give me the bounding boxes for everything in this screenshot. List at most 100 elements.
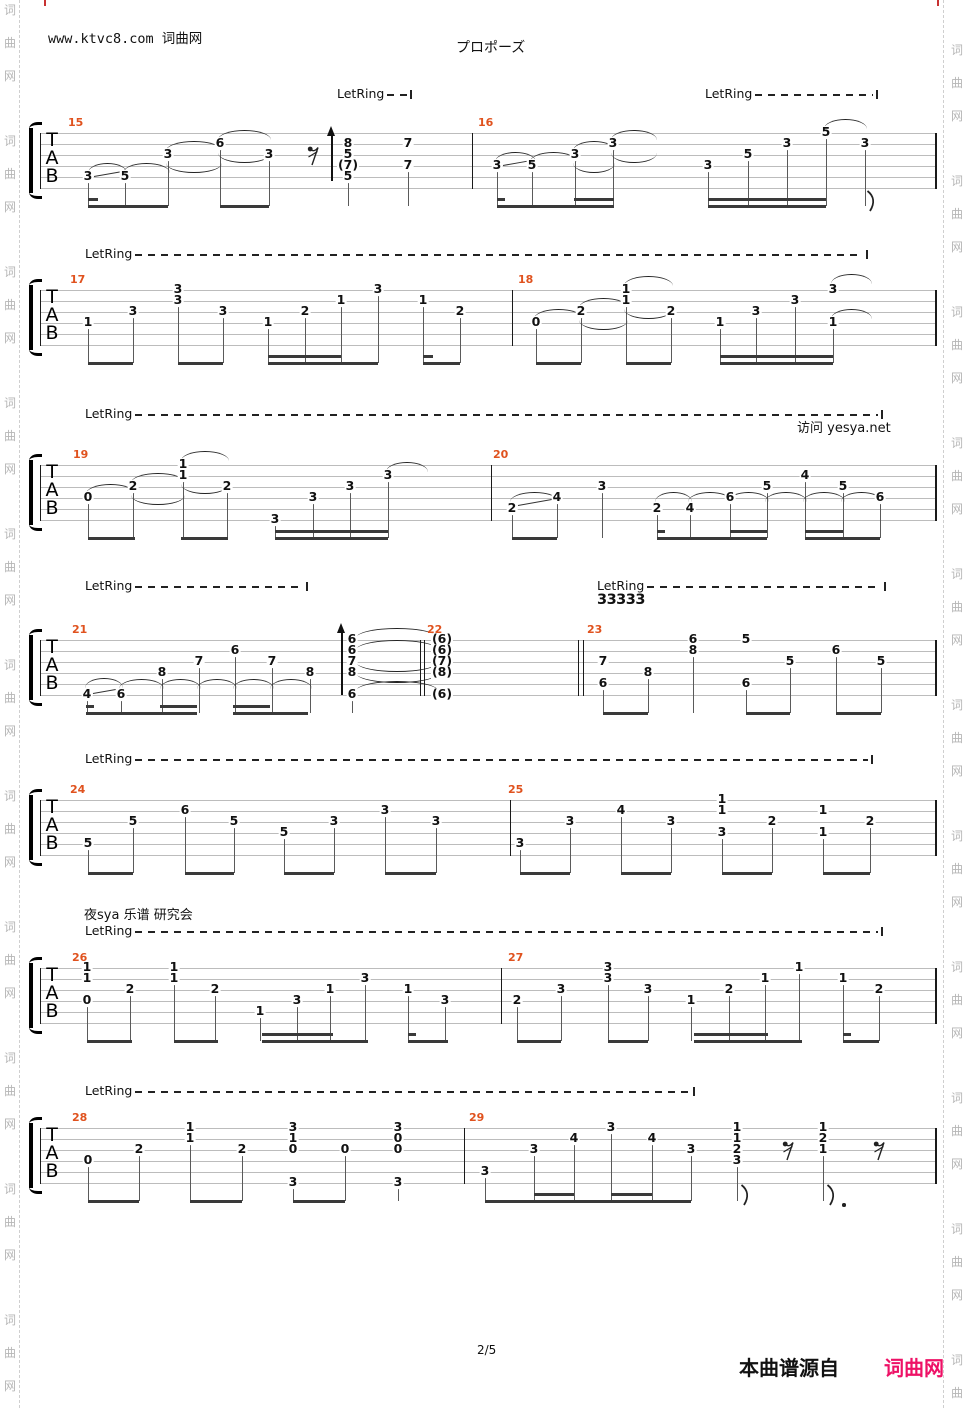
tab-note: 3 — [781, 135, 793, 151]
tab-note: 5 — [740, 631, 752, 647]
slur-arc — [495, 151, 536, 162]
tab-note: 5 — [784, 653, 796, 669]
tab-note: 3 — [514, 835, 526, 851]
watermark-char: 网 — [951, 502, 964, 516]
tab-note: (6) — [430, 631, 454, 647]
note-stem — [388, 482, 389, 538]
note-stem — [805, 482, 806, 538]
watermark-char: 词 — [951, 305, 964, 319]
note-stem — [408, 996, 409, 1041]
tab-clef-letter: T — [46, 796, 58, 818]
note-stem — [865, 150, 866, 206]
watermark-char: 曲 — [4, 1346, 17, 1360]
watermark-char: 曲 — [4, 36, 17, 50]
watermark-char: 曲 — [951, 600, 964, 614]
tab-note: 1 — [759, 970, 771, 986]
tab-clef-letter: A — [45, 479, 59, 501]
staff-line — [40, 1001, 935, 1002]
watermark-char: 词 — [951, 174, 964, 188]
note-stem — [269, 161, 270, 206]
beam — [87, 1040, 132, 1043]
staff-line — [40, 833, 935, 834]
beam — [190, 1200, 242, 1203]
tab-note: 3 — [602, 959, 614, 975]
note-stem — [557, 504, 558, 538]
beam — [657, 530, 665, 533]
note-stem — [795, 307, 796, 363]
watermark-char: 曲 — [951, 469, 964, 483]
slur-arc — [624, 309, 673, 319]
letring-tick — [866, 250, 868, 259]
tab-clef-letter: B — [45, 832, 59, 854]
slur-arc — [611, 153, 657, 163]
slur-arc — [356, 680, 438, 691]
watermark-char: 曲 — [951, 993, 964, 1007]
staff-line — [40, 979, 935, 980]
tab-note: 3 — [287, 1119, 299, 1135]
note-stem — [602, 493, 603, 538]
letring-dash — [135, 586, 304, 588]
beam — [843, 1040, 879, 1043]
note-flag-icon — [826, 1184, 837, 1211]
beam — [262, 1040, 368, 1043]
letring-mark: LetRing — [85, 580, 308, 593]
watermark-char: 曲 — [4, 1084, 17, 1098]
note-stem — [843, 493, 844, 538]
note-stem — [772, 828, 773, 873]
tab-note: 6 — [115, 686, 127, 702]
watermark-char: 网 — [951, 1288, 964, 1302]
staff-line — [40, 673, 935, 674]
note-stem — [823, 1156, 824, 1201]
tab-note: 3 — [859, 135, 871, 151]
staff-line — [40, 695, 935, 696]
note-stem — [574, 1145, 575, 1201]
tab-note: 1 — [177, 467, 189, 483]
tab-note: 1 — [177, 456, 189, 472]
tab-note: 3 — [750, 303, 762, 319]
watermark-char: 曲 — [4, 1215, 17, 1229]
slur-arc — [86, 483, 135, 494]
slur-arc — [85, 678, 123, 688]
watermark-char: 网 — [951, 764, 964, 778]
tab-note: 5 — [742, 146, 754, 162]
note-stem — [133, 828, 134, 873]
tab-note: 5 — [342, 146, 354, 162]
letring-tick — [876, 90, 878, 99]
note-stem — [185, 817, 186, 873]
tab-note: 1 — [716, 791, 728, 807]
tab-clef-letter: T — [46, 461, 58, 483]
beam — [88, 1200, 139, 1203]
note-stem — [174, 985, 175, 1041]
note-stem — [220, 150, 221, 206]
beam — [608, 1040, 648, 1043]
barline — [464, 1128, 465, 1184]
tab-note: 7 — [193, 653, 205, 669]
tab-note: 6 — [346, 642, 358, 658]
beam — [88, 537, 135, 540]
staff-line — [40, 1139, 935, 1140]
note-stem — [843, 985, 844, 1041]
tab-note: 1 — [81, 959, 93, 975]
slur-arc — [579, 297, 628, 308]
tab-note: 3 — [439, 992, 451, 1008]
tab-note: 8 — [642, 664, 654, 680]
staff-line — [40, 144, 935, 145]
system-bracket — [28, 957, 42, 1034]
tab-note: 1 — [262, 314, 274, 330]
tab-note: 6 — [229, 642, 241, 658]
tab-note: 3 — [269, 511, 281, 527]
tab-note: 1 — [731, 1119, 743, 1135]
note-stem — [313, 504, 314, 538]
note-stem — [88, 329, 89, 363]
tab-clef-letter: A — [45, 304, 59, 326]
tab-clef-letter: T — [46, 286, 58, 308]
barline — [935, 290, 937, 346]
note-stem — [611, 1134, 612, 1201]
letring-mark: LetRing — [337, 88, 412, 101]
measure-number: 25 — [508, 783, 524, 796]
tab-note: 3 — [555, 981, 567, 997]
note-stem — [693, 657, 694, 713]
tab-note: 3 — [328, 813, 340, 829]
letring-mark: LetRing — [85, 1085, 695, 1098]
